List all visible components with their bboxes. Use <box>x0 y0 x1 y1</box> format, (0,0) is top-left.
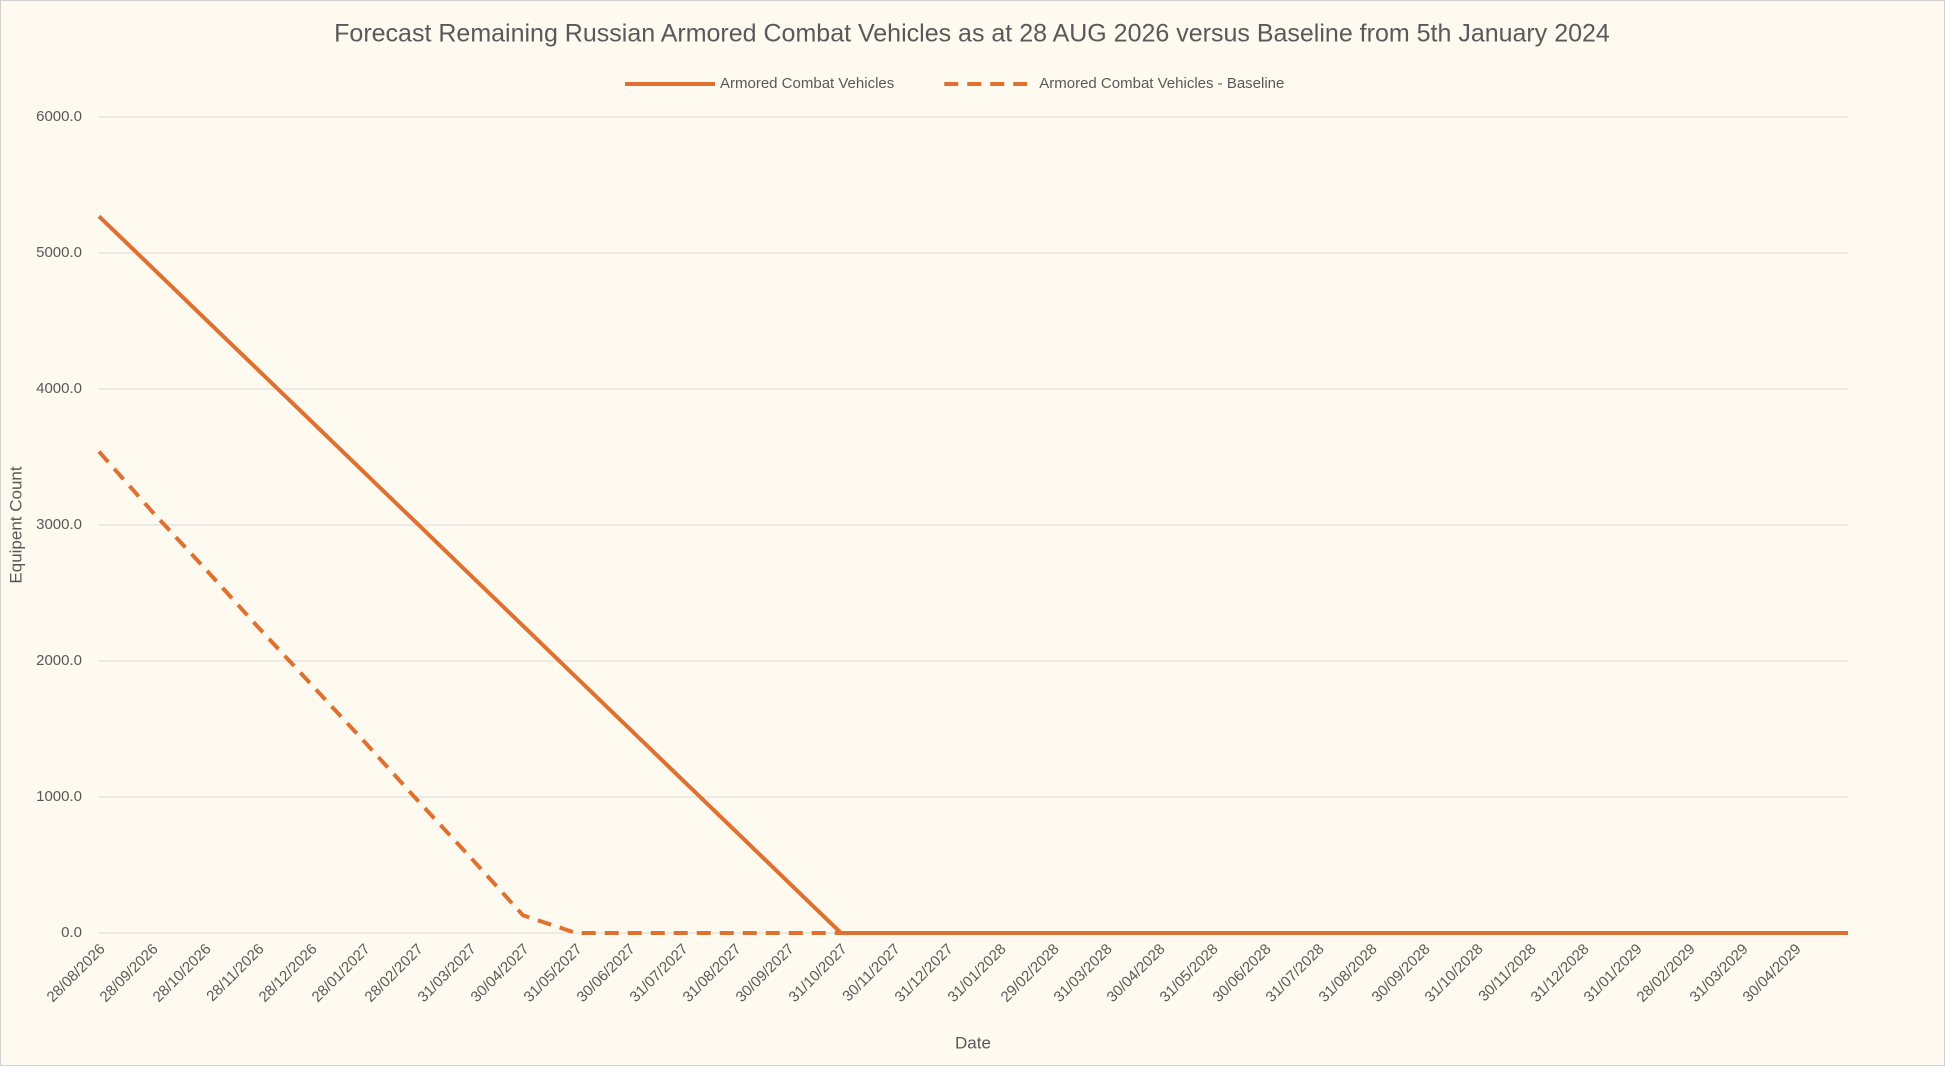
x-axis-label: Date <box>955 1033 991 1052</box>
y-tick-label: 1000.0 <box>36 788 82 805</box>
legend-label: Armored Combat Vehicles <box>720 75 894 92</box>
y-tick-label: 0.0 <box>61 924 82 941</box>
y-tick-label: 3000.0 <box>36 516 82 533</box>
chart-title: Forecast Remaining Russian Armored Comba… <box>334 20 1610 48</box>
legend-label: Armored Combat Vehicles - Baseline <box>1039 75 1284 92</box>
y-axis-label: Equipent Count <box>6 466 25 583</box>
y-tick-label: 6000.0 <box>36 108 82 125</box>
y-tick-label: 4000.0 <box>36 380 82 397</box>
y-tick-label: 2000.0 <box>36 652 82 669</box>
y-tick-label: 5000.0 <box>36 244 82 261</box>
series-line <box>97 214 1848 935</box>
